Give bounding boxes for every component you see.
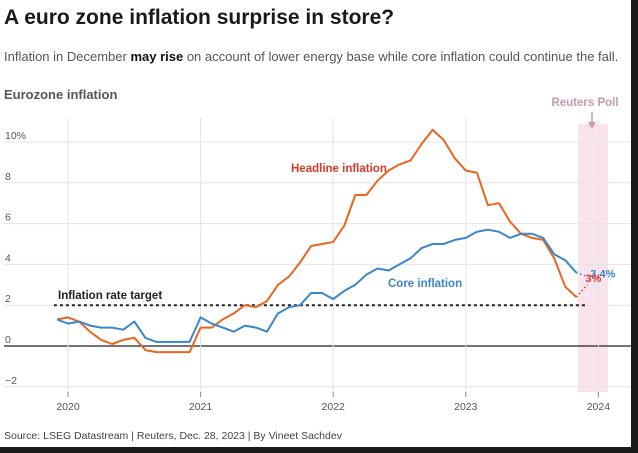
y-tick-label: 6 — [5, 212, 11, 224]
subtitle-post: on account of lower energy base while co… — [183, 49, 619, 64]
y-tick-label: 4 — [5, 252, 11, 264]
x-tick-label: 2024 — [587, 401, 611, 413]
x-tick-label: 2020 — [56, 401, 80, 413]
core-forecast-value: 3.4% — [590, 269, 615, 281]
line-chart: −2 0 2 4 6 8 10% 2020 2021 2022 2023 2024 Eurozone … — [4, 87, 631, 413]
subtitle-bold: may rise — [130, 49, 184, 64]
headline-series-label: Headline inflation — [291, 163, 387, 175]
core-series-line — [56, 228, 578, 343]
headline-series-line — [56, 128, 577, 354]
source-note: Source: LSEG Datastream | Reuters, Dec. … — [4, 430, 342, 442]
chart-subtitle: Inflation in December may rise on accoun… — [4, 49, 618, 64]
forecast-label: Reuters Poll — [551, 97, 618, 109]
forecast-band — [578, 124, 608, 392]
y-tick-label: 10% — [5, 130, 26, 142]
y-tick-label: 0 — [5, 334, 11, 346]
chart-title: A euro zone inflation surprise in store? — [4, 6, 395, 29]
x-tick-label: 2021 — [189, 401, 213, 413]
core-series-label: Core inflation — [388, 278, 462, 290]
forecast-arrow — [588, 112, 596, 129]
axis-ticks: −2 0 2 4 6 8 10% 2020 2021 2022 2023 2024 — [5, 130, 610, 413]
y-tick-label: −2 — [5, 375, 17, 387]
y-tick-label: 2 — [5, 293, 11, 305]
chart-card: A euro zone inflation surprise in store?… — [0, 0, 631, 447]
y-tick-label: 8 — [5, 171, 11, 183]
x-tick-label: 2023 — [454, 401, 478, 413]
x-tick-label: 2022 — [322, 401, 346, 413]
headline-forecast-value: 3% — [585, 273, 601, 285]
chart-heading: Eurozone inflation — [4, 87, 117, 102]
headline-forecast-dotted — [575, 284, 588, 298]
target-label: Inflation rate target — [58, 290, 162, 302]
grid-lines — [4, 118, 631, 392]
subtitle-pre: Inflation in December — [4, 49, 131, 64]
